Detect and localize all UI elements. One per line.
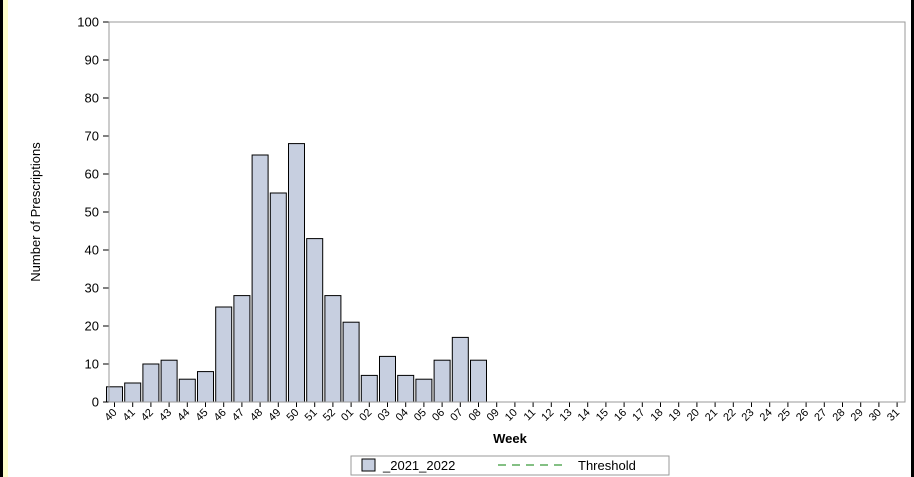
x-tick-label: 23 (739, 407, 756, 424)
bars (106, 143, 487, 403)
x-tick-label: 43 (157, 407, 174, 424)
bar-week-06 (433, 359, 451, 403)
x-tick-label: 48 (248, 407, 265, 424)
x-tick-label: 20 (685, 407, 702, 424)
y-tick-label: 90 (85, 53, 99, 68)
bar-week-04 (397, 374, 415, 403)
x-tick-label: 13 (557, 407, 574, 424)
x-tick-label: 50 (284, 407, 301, 424)
x-tick-label: 49 (266, 407, 283, 424)
x-tick-label: 52 (321, 407, 338, 424)
y-tick-label: 0 (92, 395, 99, 410)
x-tick-label: 10 (503, 407, 520, 424)
y-axis-title: Number of Prescriptions (28, 142, 43, 282)
x-tick-label: 24 (758, 407, 775, 424)
y-axis-ticks: 0 10 20 30 40 50 60 70 80 90 100 (77, 15, 109, 410)
y-tick-label: 60 (85, 167, 99, 182)
x-tick-label: 17 (630, 407, 647, 424)
x-tick-label: 47 (230, 407, 247, 424)
x-tick-label: 19 (667, 407, 684, 424)
legend-swatch-bar (361, 458, 376, 472)
bar-week-42 (142, 363, 160, 403)
bar-week-08 (470, 359, 487, 403)
bar-week-46 (215, 306, 233, 403)
x-tick-label: 09 (485, 407, 502, 424)
y-tick-label: 80 (85, 91, 99, 106)
bar-week-44 (178, 378, 196, 403)
x-tick-label: 21 (703, 407, 720, 424)
x-tick-label: 15 (594, 407, 611, 424)
y-tick-label: 10 (85, 357, 99, 372)
bar-week-45 (197, 371, 214, 403)
y-tick-label: 70 (85, 129, 99, 144)
x-tick-label: 14 (576, 407, 593, 424)
x-tick-label: 11 (522, 407, 539, 424)
x-tick-label: 31 (885, 407, 902, 424)
x-tick-label: 08 (466, 407, 483, 424)
x-tick-label: 06 (430, 407, 447, 424)
bar-week-50 (288, 143, 305, 403)
x-tick-label: 27 (812, 407, 829, 424)
x-tick-label: 18 (648, 407, 665, 424)
bar-week-49 (269, 192, 287, 403)
bar-week-48 (251, 154, 269, 403)
x-tick-label: 28 (830, 407, 847, 424)
x-axis-title: Week (493, 431, 527, 446)
bar-week-02 (360, 374, 378, 403)
y-tick-label: 20 (85, 319, 99, 334)
x-axis-ticks: 40 41 42 43 44 45 46 47 48 49 50 51 52 01 02 03 04 05 06 07… (102, 402, 902, 424)
x-tick-label: 44 (175, 407, 192, 424)
y-tick-label: 40 (85, 243, 99, 258)
bar-week-03 (379, 355, 396, 403)
x-tick-label: 42 (139, 407, 156, 424)
bar-week-47 (233, 295, 251, 403)
x-tick-label: 16 (612, 407, 629, 424)
bar-week-51 (306, 238, 324, 403)
legend-box (350, 455, 670, 476)
x-tick-label: 22 (721, 407, 738, 424)
x-tick-label: 46 (212, 407, 229, 424)
y-tick-label: 30 (85, 281, 99, 296)
y-tick-label: 100 (77, 15, 99, 30)
y-tick-label: 50 (85, 205, 99, 220)
x-tick-label: 45 (193, 407, 210, 424)
x-tick-label: 29 (849, 407, 866, 424)
x-tick-label: 41 (121, 407, 138, 424)
bar-week-01 (342, 321, 360, 403)
bar-week-07 (451, 336, 469, 403)
x-tick-label: 04 (394, 407, 411, 424)
x-tick-label: 01 (339, 407, 356, 424)
legend: _2021_2022 Threshold (350, 455, 670, 476)
bar-week-52 (324, 295, 342, 403)
bar-week-05 (415, 378, 433, 403)
legend-entry-threshold: Threshold (578, 458, 636, 473)
x-tick-label: 30 (867, 407, 884, 424)
x-tick-label: 07 (448, 407, 465, 424)
x-tick-label: 25 (776, 407, 793, 424)
x-tick-label: 51 (303, 407, 320, 424)
legend-entry-series: _2021_2022 (382, 458, 455, 473)
plot-area (108, 21, 906, 403)
x-tick-label: 03 (375, 407, 392, 424)
bar-week-43 (160, 359, 178, 403)
bar-week-41 (124, 382, 142, 403)
x-tick-label: 40 (102, 407, 119, 424)
x-tick-label: 12 (539, 407, 556, 424)
x-tick-label: 26 (794, 407, 811, 424)
x-tick-label: 02 (357, 407, 374, 424)
x-tick-label: 05 (412, 407, 429, 424)
